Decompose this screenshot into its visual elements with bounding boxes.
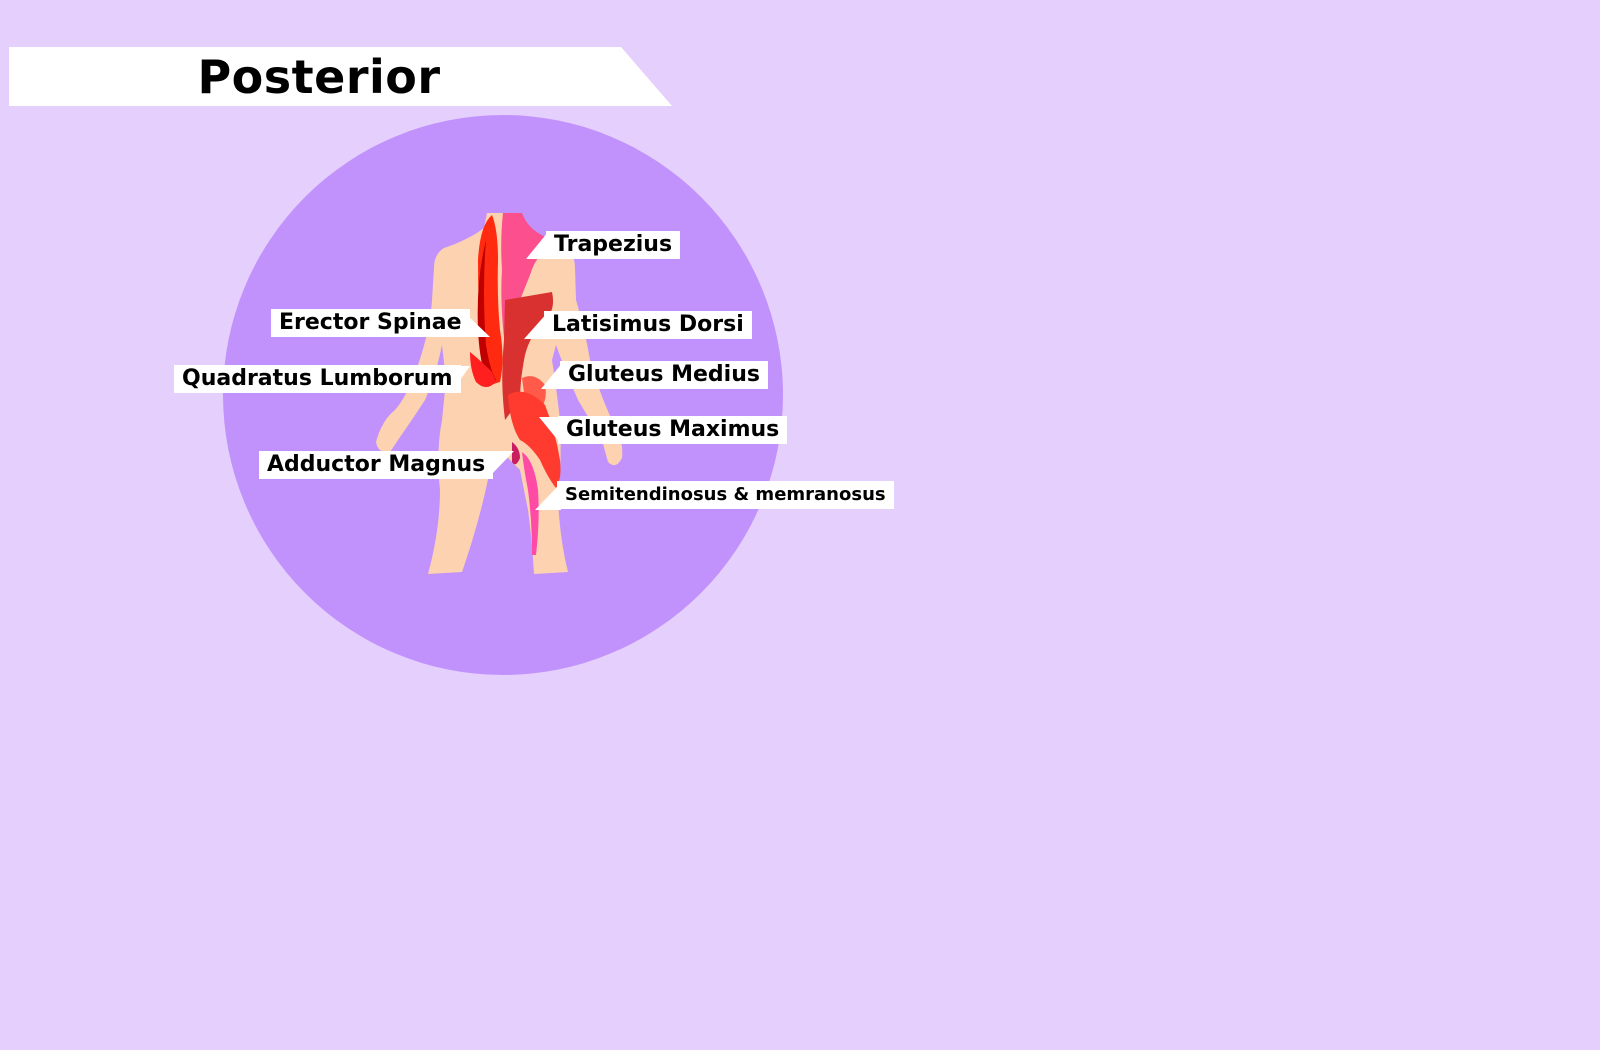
muscles	[470, 213, 561, 555]
quadratus-lumborum-muscle	[470, 352, 496, 387]
body-silhouette	[376, 213, 623, 574]
title-banner: Posterior	[9, 47, 672, 106]
label-gluteus-maximus: Gluteus Maximus	[558, 416, 788, 444]
label-latissimus-dorsi: Latisimus Dorsi	[544, 311, 752, 339]
label-semitendinosus: Semitendinosus & memranosus	[557, 481, 894, 509]
label-erector-spinae: Erector Spinae	[271, 309, 470, 337]
label-pointers	[451, 232, 563, 510]
label-quadratus-lumborum: Quadratus Lumborum	[174, 365, 461, 393]
page-title: Posterior	[197, 49, 441, 104]
semitendinosus-muscle	[522, 452, 539, 555]
adductor-magnus-muscle	[512, 442, 520, 465]
banner-shape	[9, 47, 672, 106]
label-adductor-magnus: Adductor Magnus	[259, 451, 494, 479]
label-trapezius: Trapezius	[546, 231, 681, 259]
gluteus-maximus-muscle	[508, 391, 561, 488]
label-gluteus-medius: Gluteus Medius	[560, 361, 768, 389]
